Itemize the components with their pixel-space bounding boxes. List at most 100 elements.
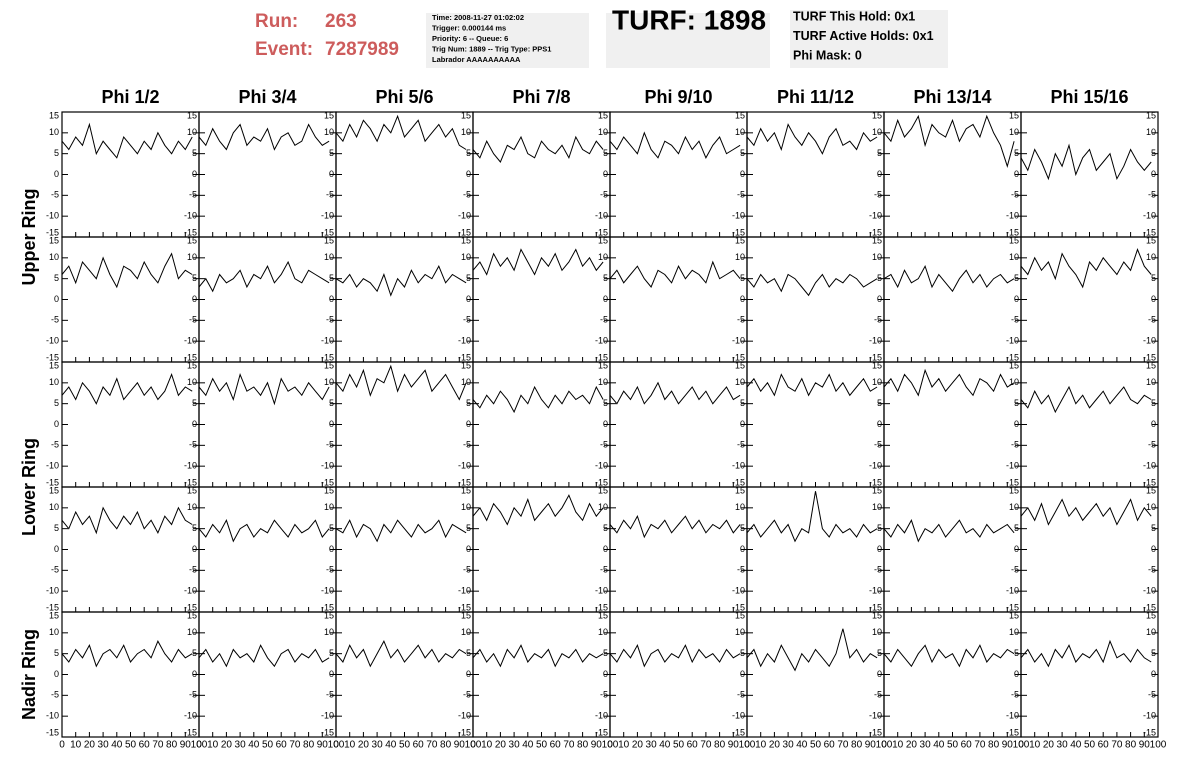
x-tick-label: 100 bbox=[739, 740, 756, 751]
y-tick-label: -5 bbox=[1148, 690, 1156, 700]
x-tick-label: 20 bbox=[221, 740, 233, 751]
x-tick-label: 50 bbox=[262, 740, 274, 751]
column-title: Phi 15/16 bbox=[1050, 87, 1128, 107]
y-tick-label: 0 bbox=[740, 669, 745, 679]
y-tick-label: 15 bbox=[735, 110, 745, 120]
y-tick-label: -15 bbox=[321, 602, 334, 612]
y-tick-label: -5 bbox=[463, 440, 471, 450]
y-tick-label: -15 bbox=[595, 477, 608, 487]
y-tick-label: -5 bbox=[874, 190, 882, 200]
x-tick-label: 0 bbox=[59, 740, 65, 751]
info-box bbox=[426, 13, 589, 68]
y-tick-label: 5 bbox=[329, 398, 334, 408]
y-tick-label: 10 bbox=[598, 252, 608, 262]
y-tick-label: -15 bbox=[321, 227, 334, 237]
y-tick-label: -15 bbox=[869, 477, 882, 487]
x-tick-label: 60 bbox=[687, 740, 699, 751]
info-line: Priority: 6 -- Queue: 6 bbox=[432, 34, 508, 43]
y-tick-label: -5 bbox=[51, 315, 59, 325]
y-tick-label: 5 bbox=[603, 148, 608, 158]
y-tick-label: 5 bbox=[466, 648, 471, 658]
y-tick-label: 10 bbox=[735, 127, 745, 137]
y-tick-label: 15 bbox=[598, 235, 608, 245]
panel-frame bbox=[61, 111, 200, 238]
y-tick-label: 10 bbox=[49, 252, 59, 262]
info-line: Labrador AAAAAAAAAA bbox=[432, 55, 521, 64]
y-tick-label: -5 bbox=[1148, 565, 1156, 575]
x-tick-label: 40 bbox=[1070, 740, 1082, 751]
y-tick-label: -10 bbox=[732, 461, 745, 471]
y-tick-label: -5 bbox=[1011, 440, 1019, 450]
y-tick-label: 15 bbox=[187, 235, 197, 245]
y-tick-label: 0 bbox=[1014, 419, 1019, 429]
y-tick-label: 10 bbox=[1009, 377, 1019, 387]
y-tick-label: 5 bbox=[1151, 398, 1156, 408]
y-tick-label: -10 bbox=[46, 461, 59, 471]
y-tick-label: -10 bbox=[458, 211, 471, 221]
y-tick-label: -15 bbox=[1143, 477, 1156, 487]
y-tick-label: 10 bbox=[461, 377, 471, 387]
waveform bbox=[746, 123, 878, 155]
y-tick-label: -10 bbox=[1006, 586, 1019, 596]
y-tick-label: 15 bbox=[324, 110, 334, 120]
y-tick-label: -10 bbox=[184, 461, 197, 471]
x-tick-label: 80 bbox=[440, 740, 452, 751]
waveform bbox=[335, 265, 467, 297]
x-tick-label: 90 bbox=[728, 740, 740, 751]
x-tick-label: 60 bbox=[1098, 740, 1110, 751]
y-tick-label: 15 bbox=[187, 485, 197, 495]
x-tick-label: 100 bbox=[1150, 740, 1167, 751]
y-tick-label: -5 bbox=[737, 190, 745, 200]
ring-label: Nadir Ring bbox=[19, 629, 39, 720]
y-tick-label: 10 bbox=[735, 252, 745, 262]
y-tick-label: -10 bbox=[184, 336, 197, 346]
y-tick-label: -15 bbox=[184, 602, 197, 612]
column-title: Phi 5/6 bbox=[375, 87, 433, 107]
x-tick-label: 80 bbox=[1125, 740, 1137, 751]
panel-frame bbox=[335, 111, 474, 238]
y-tick-label: 15 bbox=[324, 360, 334, 370]
y-tick-label: -5 bbox=[1148, 440, 1156, 450]
y-tick-label: 15 bbox=[735, 360, 745, 370]
x-tick-label: 20 bbox=[495, 740, 507, 751]
y-tick-label: -10 bbox=[46, 211, 59, 221]
y-tick-label: -5 bbox=[1148, 315, 1156, 325]
y-tick-label: -15 bbox=[46, 227, 59, 237]
waveform bbox=[609, 131, 741, 159]
column-title: Phi 7/8 bbox=[512, 87, 570, 107]
x-tick-label: 40 bbox=[385, 740, 397, 751]
y-tick-label: 0 bbox=[1151, 669, 1156, 679]
y-tick-label: 5 bbox=[54, 273, 59, 283]
y-tick-label: 0 bbox=[329, 294, 334, 304]
y-tick-label: 5 bbox=[603, 648, 608, 658]
waveform bbox=[198, 123, 330, 151]
y-tick-label: 10 bbox=[187, 127, 197, 137]
y-tick-label: 10 bbox=[872, 502, 882, 512]
panel-frame bbox=[609, 611, 748, 738]
waveform bbox=[1020, 498, 1152, 526]
y-tick-label: 5 bbox=[1014, 273, 1019, 283]
y-tick-label: 10 bbox=[49, 627, 59, 637]
y-tick-label: 15 bbox=[187, 610, 197, 620]
x-tick-label: 100 bbox=[328, 740, 345, 751]
y-tick-label: -10 bbox=[321, 711, 334, 721]
y-tick-label: -10 bbox=[1006, 461, 1019, 471]
y-tick-label: -15 bbox=[1006, 602, 1019, 612]
y-tick-label: 15 bbox=[598, 485, 608, 495]
y-tick-label: -10 bbox=[595, 711, 608, 721]
y-tick-label: -10 bbox=[1143, 711, 1156, 721]
y-tick-label: 0 bbox=[1014, 294, 1019, 304]
x-tick-label: 50 bbox=[810, 740, 822, 751]
panel-frame bbox=[883, 486, 1022, 613]
y-tick-label: 15 bbox=[735, 610, 745, 620]
y-tick-label: 10 bbox=[324, 502, 334, 512]
waveform bbox=[883, 368, 1015, 397]
x-tick-label: 80 bbox=[851, 740, 863, 751]
y-tick-label: 10 bbox=[1146, 127, 1156, 137]
y-tick-label: 0 bbox=[466, 544, 471, 554]
waveform bbox=[609, 260, 741, 288]
y-tick-label: -15 bbox=[1143, 227, 1156, 237]
y-tick-label: -15 bbox=[458, 727, 471, 737]
y-tick-label: 10 bbox=[1146, 377, 1156, 387]
